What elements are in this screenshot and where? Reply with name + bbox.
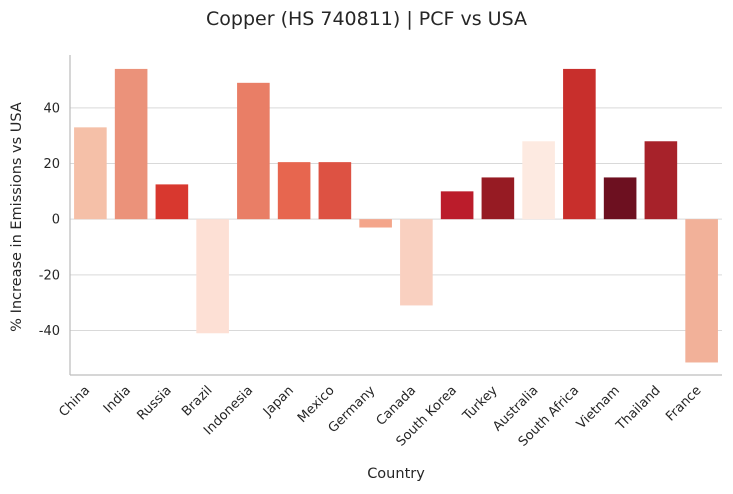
bar [318,162,352,220]
y-tick-label: 20 [43,157,60,172]
x-tick-label: France [663,383,704,424]
bar [277,162,311,220]
x-tick-label: Thailand [613,383,664,434]
bar [359,219,392,228]
bar [481,177,515,220]
x-tick-label: Russia [135,383,175,423]
bar [603,177,637,220]
bar [685,219,718,363]
x-tick-label: China [56,383,93,420]
bar [196,219,229,334]
y-axis-label: % Increase in Emissions vs USA [9,102,25,332]
chart-title: Copper (HS 740811) | PCF vs USA [206,8,527,30]
y-tick-label: -40 [39,324,60,339]
y-tick-label: -20 [39,268,60,283]
bar [644,141,678,220]
x-axis-label: Country [367,466,425,482]
bar [400,219,433,306]
y-tick-label: 40 [43,101,60,116]
bar [440,191,474,220]
bar [563,68,596,220]
bar [237,82,270,220]
bars [74,68,718,363]
x-tick-label: India [101,383,134,416]
bar [155,184,189,220]
bar [74,127,107,220]
y-tick-label: 0 [52,213,60,228]
bar [522,141,555,220]
bar [114,68,148,220]
x-tick-label: Brazil [179,383,215,419]
x-tick-label: Japan [260,383,297,420]
axes [69,55,722,376]
